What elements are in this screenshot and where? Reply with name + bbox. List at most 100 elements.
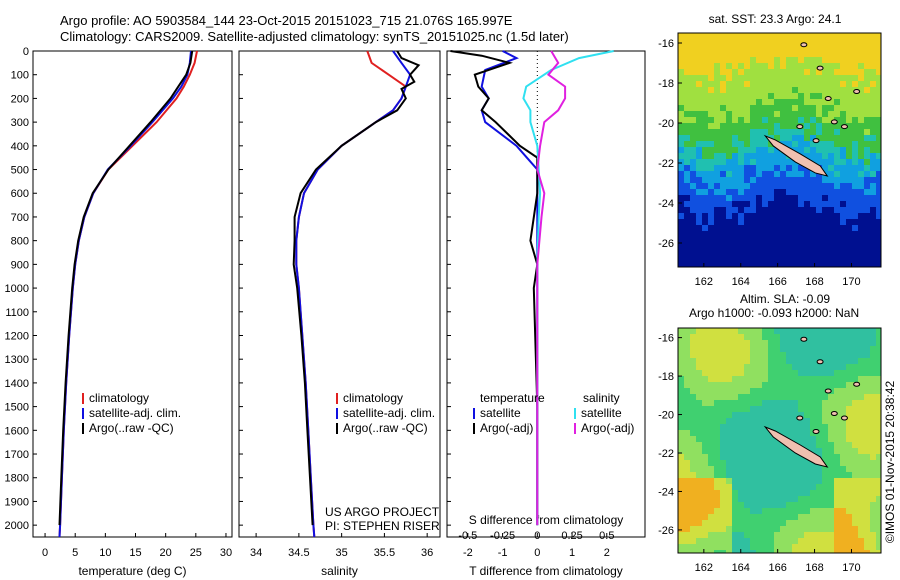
x-tick-label: 34 <box>250 547 262 559</box>
lat-tick-label: -18 <box>658 371 674 383</box>
x-tick-label: 34.5 <box>288 547 309 559</box>
depth-tick-label: 400 <box>11 141 29 153</box>
series-line-satellite-adj-clim- <box>58 50 192 538</box>
x-axis-label: salinity <box>321 564 358 578</box>
small-island <box>796 124 804 130</box>
small-island <box>816 359 824 365</box>
depth-tick-label: 1900 <box>5 496 29 508</box>
lat-tick-label: -22 <box>658 448 674 460</box>
depth-tick-label: 1700 <box>5 449 29 461</box>
series-line-temperature-argo-adj- <box>450 50 539 526</box>
small-island <box>796 415 804 421</box>
lon-tick-label: 168 <box>805 562 823 574</box>
lon-tick-label: 166 <box>768 562 786 574</box>
map-sla <box>678 328 881 553</box>
lat-tick-label: -20 <box>658 410 674 422</box>
x-tick-label: 36 <box>421 547 433 559</box>
lat-tick-label: -26 <box>658 238 674 250</box>
lon-tick-label: 162 <box>695 562 713 574</box>
lat-tick-label: -22 <box>658 158 674 170</box>
series-line-climatology <box>58 50 198 538</box>
small-island <box>830 119 838 125</box>
lon-tick-label: 164 <box>732 276 750 288</box>
legend-label: Argo(-adj) <box>581 421 634 435</box>
legend-label: climatology <box>343 391 403 405</box>
small-island <box>824 388 832 394</box>
lat-tick-label: -26 <box>658 525 674 537</box>
depth-tick-label: 300 <box>11 117 29 129</box>
depth-tick-label: 1500 <box>5 402 29 414</box>
x-tick-label: 35 <box>336 547 348 559</box>
legend-label: Argo(..raw -QC) <box>89 421 174 435</box>
credit-text: US ARGO PROJECT <box>325 505 440 519</box>
x-tick-label: 0 <box>42 547 48 559</box>
small-island <box>816 65 824 71</box>
lat-tick-label: -16 <box>658 333 674 345</box>
lat-tick-label: -20 <box>658 118 674 130</box>
island-new-caledonia <box>763 134 829 177</box>
lon-tick-label: 162 <box>695 276 713 288</box>
depth-tick-label: 1800 <box>5 473 29 485</box>
depth-tick-label: 2000 <box>5 520 29 532</box>
series-line-argo-raw-qc- <box>292 50 421 526</box>
small-island <box>840 124 848 130</box>
map2-title-line1: Altim. SLA: -0.09 <box>740 292 830 306</box>
depth-tick-label: 1100 <box>5 307 29 319</box>
series-line-argo-raw-qc- <box>58 50 194 526</box>
top-x-tick-label: -0.5 <box>458 530 477 542</box>
depth-tick-label: 800 <box>11 236 29 248</box>
legend-title-temperature: temperature <box>480 391 545 405</box>
lon-tick-label: 170 <box>842 562 860 574</box>
small-island <box>830 411 838 416</box>
x-tick-label: 0 <box>534 547 540 559</box>
small-island <box>840 415 848 421</box>
x-axis-label: temperature (deg C) <box>78 564 186 578</box>
lat-tick-label: -24 <box>658 198 674 210</box>
map-sst <box>678 33 881 267</box>
map1-title: sat. SST: 23.3 Argo: 24.1 <box>709 12 842 26</box>
top-x-tick-label: -0.25 <box>490 530 515 542</box>
depth-tick-label: 1400 <box>5 378 29 390</box>
depth-tick-label: 1300 <box>5 354 29 366</box>
map-frame-sla <box>677 327 882 554</box>
header-line2: Climatology: CARS2009. Satellite-adjuste… <box>60 29 569 44</box>
x-tick-label: -1 <box>498 547 508 559</box>
legend-label: satellite <box>581 406 622 420</box>
x-tick-label: 30 <box>220 547 232 559</box>
depth-tick-label: 900 <box>11 259 29 271</box>
pi-text: PI: STEPHEN RISER <box>325 519 440 533</box>
lon-tick-label: 164 <box>732 562 750 574</box>
x-tick-label: 10 <box>99 547 111 559</box>
map2-title-line2: Argo h1000: -0.093 h2000: NaN <box>689 306 859 320</box>
series-line-salinity-argo-adj- <box>536 50 567 526</box>
legend-label: climatology <box>89 391 149 405</box>
small-island <box>812 429 820 434</box>
panel-frame-salinity <box>238 50 441 538</box>
small-island <box>853 381 861 387</box>
depth-tick-label: 100 <box>11 70 29 82</box>
panel-frame-differences <box>446 50 646 538</box>
x-tick-label: -2 <box>463 547 473 559</box>
lon-tick-label: 170 <box>842 276 860 288</box>
small-island <box>853 89 861 94</box>
legend-label: satellite <box>480 406 521 420</box>
top-x-tick-label: 0.5 <box>599 530 614 542</box>
lat-tick-label: -18 <box>658 78 674 90</box>
legend-label: satellite-adj. clim. <box>343 406 435 420</box>
x-tick-label: 25 <box>190 547 202 559</box>
depth-tick-label: 200 <box>11 93 29 105</box>
legend-label: Argo(-adj) <box>480 421 533 435</box>
x-tick-label: 5 <box>72 547 78 559</box>
series-line-climatology <box>295 50 408 538</box>
top-x-tick-label: 0.25 <box>561 530 582 542</box>
small-island <box>824 96 832 102</box>
lon-tick-label: 166 <box>768 276 786 288</box>
small-island <box>800 42 808 48</box>
legend-label: Argo(..raw -QC) <box>343 421 428 435</box>
top-x-tick-label: 0 <box>534 530 540 542</box>
depth-tick-label: 0 <box>23 46 29 58</box>
island-new-caledonia <box>763 425 829 468</box>
x-axis-label: T difference from climatology <box>469 564 623 578</box>
map-frame-sst <box>677 32 882 268</box>
